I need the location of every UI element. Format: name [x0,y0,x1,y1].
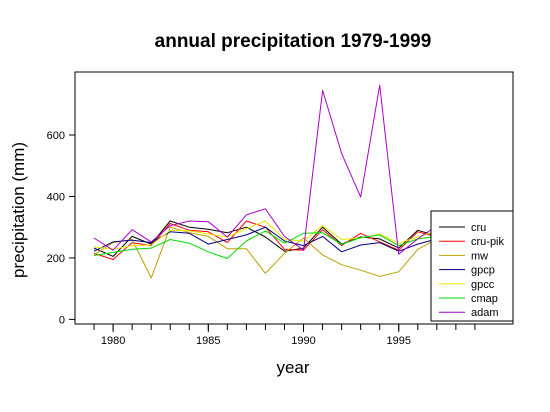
legend-label-cru-pik: cru-pik [471,236,505,248]
series-lines [93,84,476,279]
x-tick-label: 1980 [101,335,125,347]
legend-label-mw: mw [471,250,488,262]
x-tick-label: 1995 [386,335,410,347]
x-axis-label: year [276,358,309,377]
legend-label-cru: cru [471,222,486,234]
y-tick-label: 0 [59,314,65,326]
y-tick-label: 600 [47,130,65,142]
y-tick-label: 200 [47,253,65,265]
legend-label-gpcc: gpcc [471,279,495,291]
series-line-gpcc [93,220,475,250]
legend-label-gpcp: gpcp [471,265,495,277]
legend-label-cmap: cmap [471,293,498,305]
x-tick-label: 1985 [196,335,220,347]
series-line-cmap [93,230,475,259]
series-line-mw [93,211,476,279]
x-tick-label: 1990 [291,335,315,347]
axis-ticks: 1980 1985 1990 1995 0 200 400 600 [47,130,476,347]
plot-frame [74,71,514,325]
y-tick-label: 400 [47,191,65,203]
legend-label-adam: adam [471,307,499,319]
series-line-adam [93,84,475,255]
series-line-cru-pik [93,220,475,260]
chart-title: annual precipitation 1979-1999 [155,31,432,52]
legend-box [430,210,514,322]
y-axis-label: precipitation (mm) [9,142,28,278]
legend: cru cru-pik mw gpcp gpcc cmap adam [430,210,514,322]
series-line-gpcp [93,226,475,253]
